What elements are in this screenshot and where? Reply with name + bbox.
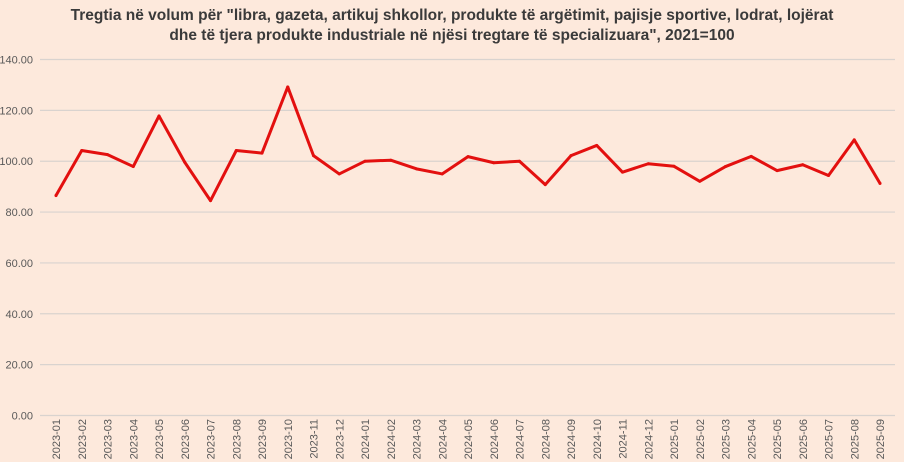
x-tick-label: 2024-08: [540, 419, 552, 459]
x-tick-label: 2024-04: [437, 419, 449, 459]
data-point: [878, 181, 882, 185]
x-tick-label: 2024-06: [489, 419, 501, 459]
x-tick-label: 2025-09: [875, 419, 887, 459]
data-point: [569, 154, 573, 158]
x-tick-label: 2024-02: [386, 419, 398, 459]
x-tick-label: 2023-04: [128, 419, 140, 459]
x-tick-label: 2024-07: [515, 419, 527, 459]
data-point: [363, 159, 367, 163]
series-line: [54, 85, 882, 203]
x-tick-label: 2024-12: [643, 419, 655, 459]
data-point: [595, 143, 599, 147]
data-point: [775, 169, 779, 173]
x-tick-label: 2023-10: [283, 419, 295, 459]
x-tick-label: 2023-09: [257, 419, 269, 459]
y-tick-label: 100.00: [0, 156, 33, 168]
y-tick-label: 20.00: [5, 360, 33, 372]
x-tick-label: 2025-07: [824, 419, 836, 459]
data-point: [672, 164, 676, 168]
x-tick-label: 2024-05: [463, 419, 475, 459]
data-point: [621, 170, 624, 174]
data-point: [415, 167, 418, 171]
data-point: [286, 85, 290, 89]
x-tick-label: 2023-12: [334, 419, 346, 459]
y-tick-label: 60.00: [5, 258, 33, 270]
x-tick-label: 2023-08: [231, 419, 243, 459]
data-point: [157, 114, 161, 118]
x-tick-label: 2024-10: [592, 419, 604, 459]
x-tick-label: 2023-01: [51, 419, 63, 459]
x-tick-label: 2023-07: [206, 419, 218, 459]
data-point: [698, 179, 702, 183]
data-point: [337, 172, 341, 176]
chart-title-line-1: Tregtia në volum për "libra, gazeta, art…: [70, 7, 834, 24]
x-tick-label: 2024-03: [412, 419, 424, 459]
data-point: [183, 160, 187, 164]
x-tick-label: 2023-02: [77, 419, 89, 459]
y-tick-label: 40.00: [5, 309, 33, 321]
data-point: [827, 173, 830, 177]
data-point: [749, 154, 753, 158]
x-tick-label: 2024-11: [618, 419, 630, 459]
data-point: [54, 194, 58, 198]
x-tick-label: 2025-03: [721, 419, 733, 459]
x-tick-label: 2025-01: [669, 419, 681, 459]
x-tick-label: 2025-02: [695, 419, 707, 459]
x-tick-label: 2024-09: [566, 419, 578, 459]
x-tick-label: 2025-05: [772, 419, 784, 459]
y-tick-label: 120.00: [0, 105, 33, 117]
x-tick-label: 2024-01: [360, 419, 372, 459]
data-point: [312, 154, 315, 158]
x-tick-label: 2023-11: [309, 419, 321, 459]
x-tick-label: 2023-03: [103, 419, 115, 459]
data-point: [106, 153, 109, 157]
x-tick-label: 2025-04: [746, 419, 758, 459]
chart-title: Tregtia në volum për "libra, gazeta, art…: [0, 6, 904, 46]
chart-title-line-2: dhe të tjera produkte industriale në një…: [169, 27, 735, 44]
x-tick-label: 2023-06: [180, 419, 192, 459]
data-point: [724, 165, 727, 169]
data-point: [234, 149, 238, 153]
data-point: [466, 155, 470, 159]
data-point: [646, 162, 650, 166]
x-tick-label: 2025-08: [849, 419, 861, 459]
data-point: [492, 161, 496, 165]
x-tick-label: 2025-06: [798, 419, 810, 459]
data-point: [801, 163, 805, 167]
data-point: [260, 151, 264, 155]
data-point: [209, 199, 212, 203]
data-point: [852, 138, 856, 142]
y-tick-label: 140.00: [0, 55, 33, 67]
data-point: [518, 159, 521, 163]
x-tick-label: 2023-05: [154, 419, 166, 459]
data-point: [543, 183, 547, 187]
data-point: [440, 172, 444, 176]
y-tick-label: 0.00: [12, 411, 33, 423]
data-point: [80, 149, 84, 153]
data-point: [131, 165, 135, 169]
data-point: [389, 158, 393, 162]
y-tick-label: 80.00: [5, 207, 33, 219]
